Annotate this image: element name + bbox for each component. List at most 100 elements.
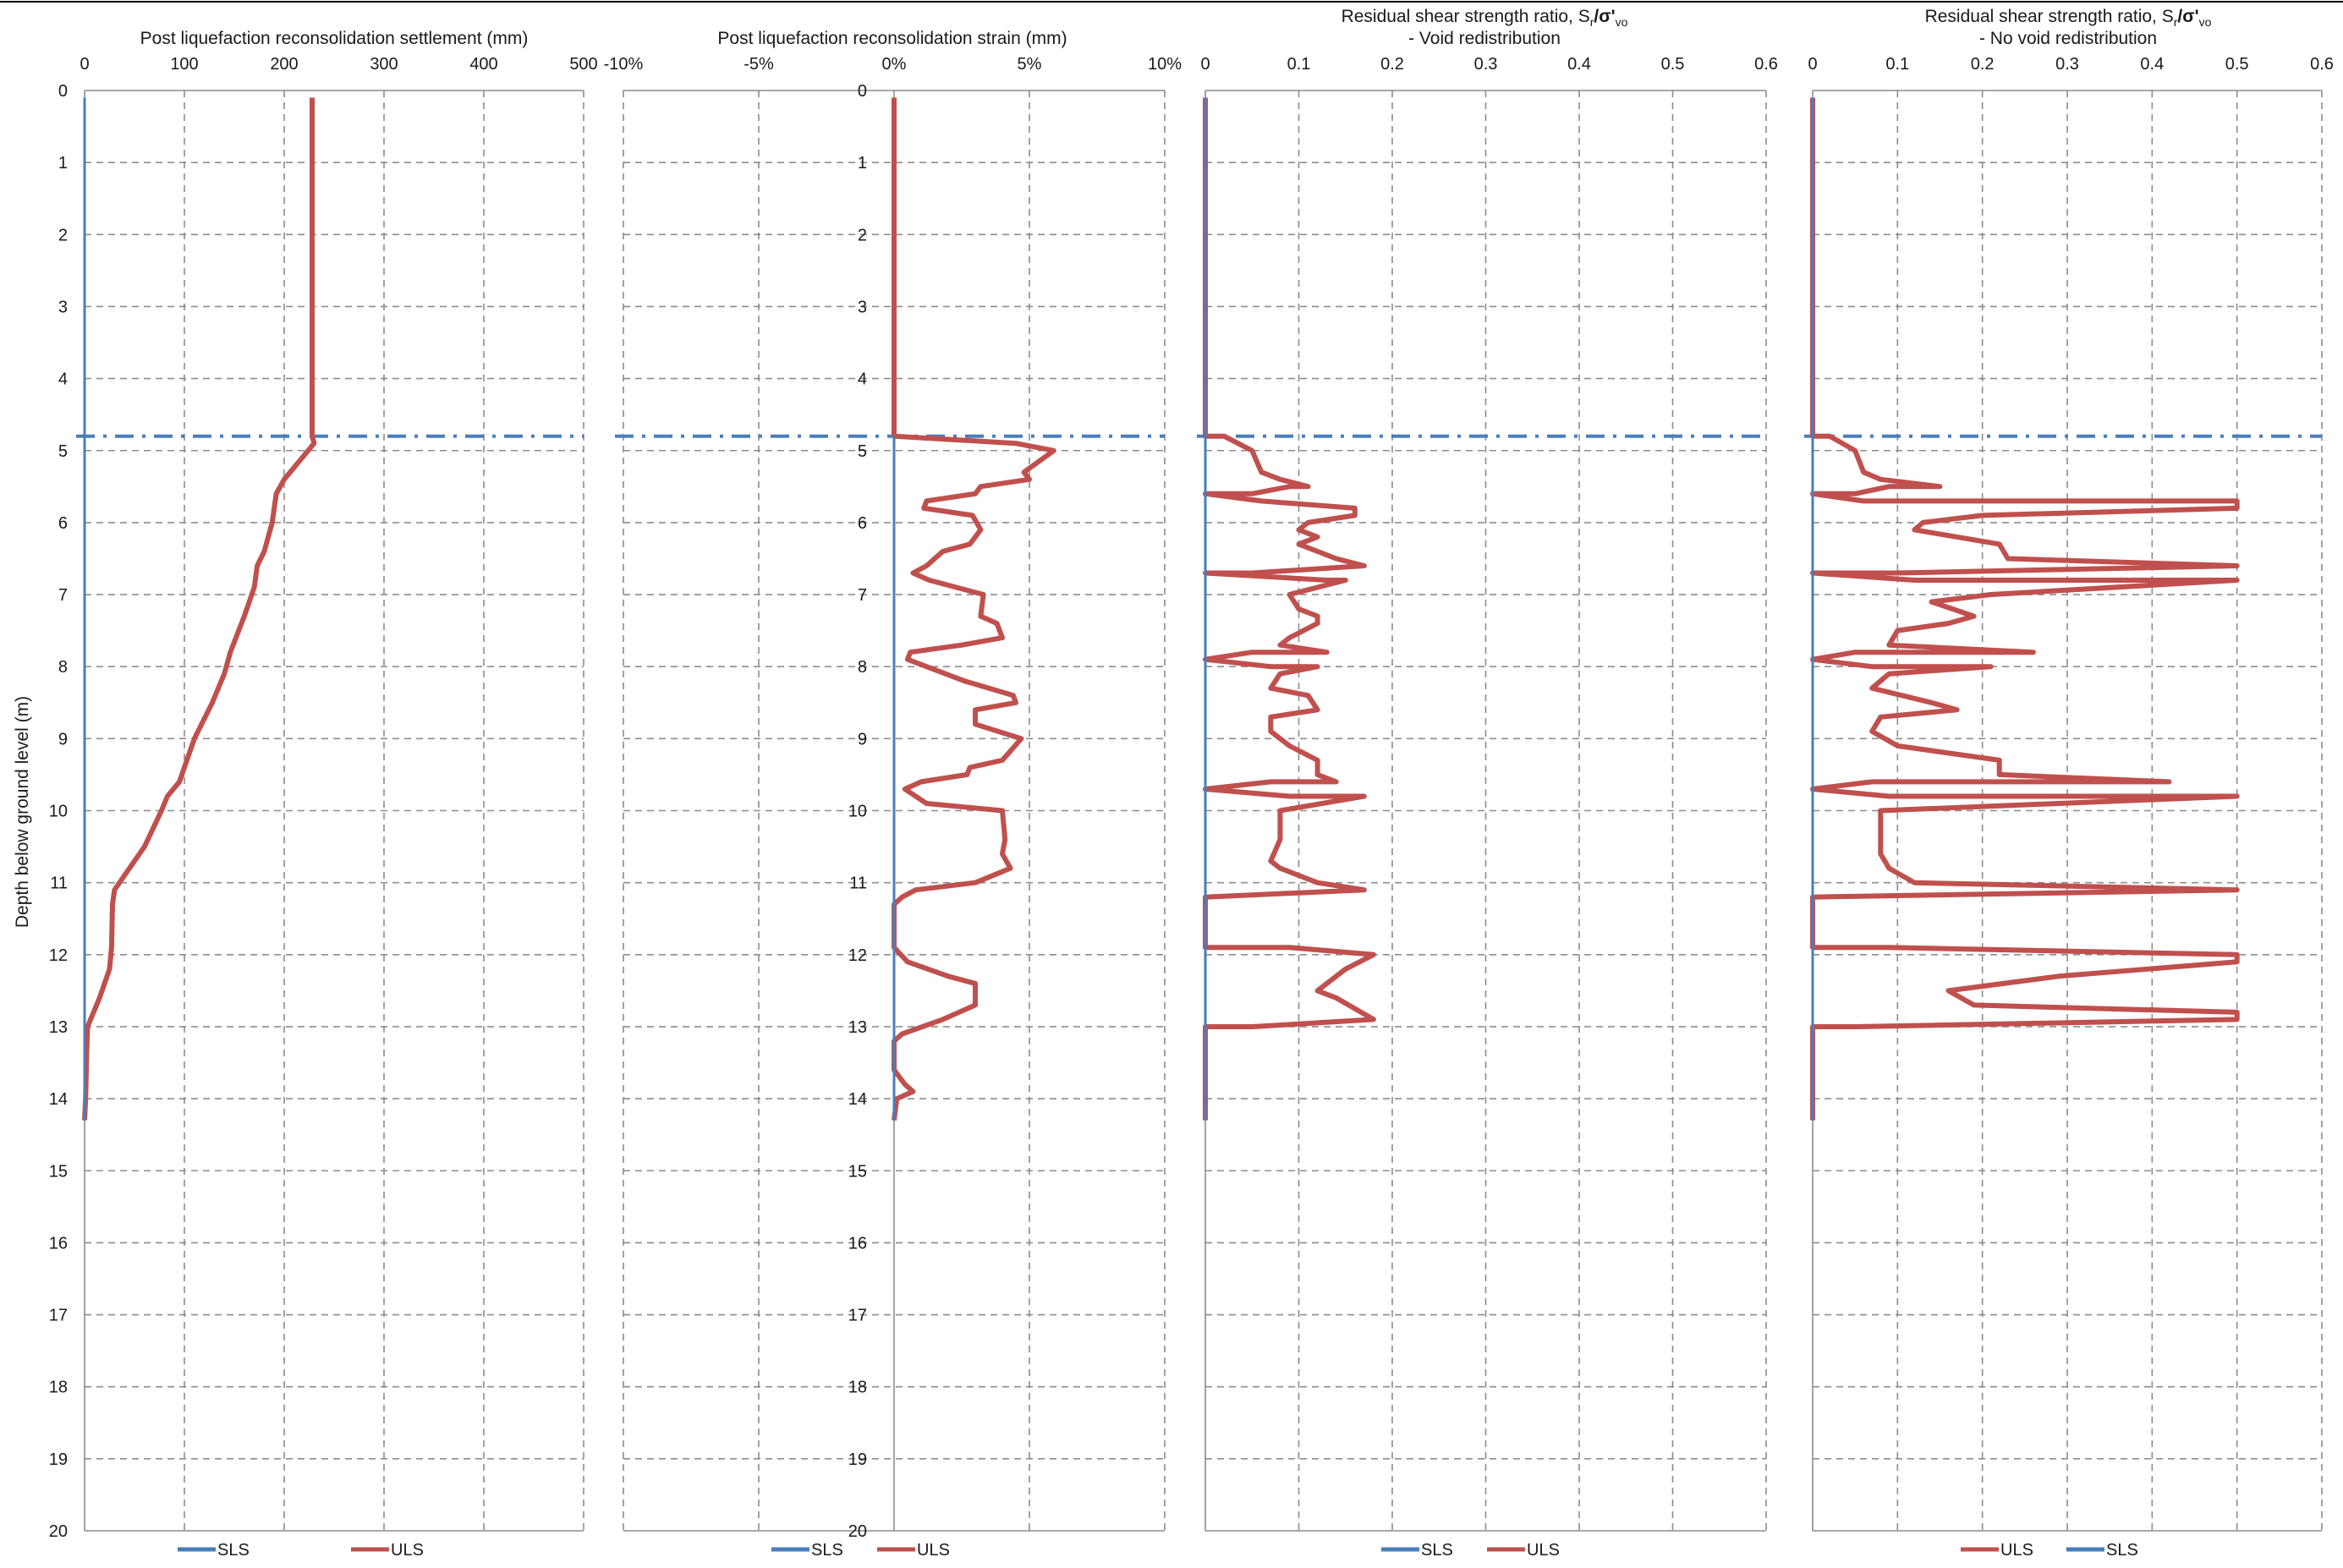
x-tick-label: 10% <box>1148 55 1182 74</box>
series-line-uls <box>892 97 1056 1121</box>
y-tick-label: 10 <box>848 803 867 821</box>
x-tick-label: 0.5 <box>1661 55 1685 74</box>
y-tick-label: 13 <box>49 1018 68 1037</box>
chart-panel-1: 0 100 200 300 400 500012345678910111213141516… <box>49 55 598 1560</box>
y-tick-label: 2 <box>58 226 68 244</box>
y-tick-label: 14 <box>848 1090 867 1109</box>
y-tick-label: 10 <box>49 803 68 821</box>
y-tick-label: 6 <box>858 514 867 533</box>
y-tick-label: 13 <box>848 1018 867 1037</box>
panel-4-title-sigma: /σ' <box>2177 7 2198 26</box>
chart-panel-2: -10% -5% 0% 5% 10%01234567891011121314151617… <box>604 55 1182 1560</box>
x-tick-label: 0 <box>1200 55 1210 74</box>
x-tick-label: 400 <box>469 55 497 74</box>
legend-label-uls: ULS <box>391 1541 424 1560</box>
y-tick-label: 12 <box>848 946 867 965</box>
x-tick-label: 100 <box>170 55 198 74</box>
y-tick-label: 2 <box>858 226 867 244</box>
y-tick-label: 15 <box>49 1162 68 1181</box>
y-tick-label: 3 <box>58 298 68 316</box>
y-tick-label: 4 <box>58 370 68 389</box>
x-tick-label: -5% <box>744 55 774 74</box>
y-tick-label: 20 <box>848 1522 867 1541</box>
panel-4-title-sub-vo: vo <box>2199 15 2212 29</box>
x-tick-label: 0.5 <box>2225 55 2249 74</box>
legend-label-sls: SLS <box>1421 1541 1453 1560</box>
y-tick-label: 15 <box>848 1162 867 1181</box>
series-line-uls <box>1203 97 1376 1121</box>
chart-panel-3: 0 0.1 0.2 0.3 0.4 0.5 0.6 SLS ULS <box>1197 55 1778 1560</box>
panel-1-title: Post liquefaction reconsolidation settle… <box>140 29 529 48</box>
series-line-uls <box>82 97 317 1121</box>
panel-2-title: Post liquefaction reconsolidation strain… <box>717 29 1067 48</box>
panel-3-title-sub-vo: vo <box>1616 15 1628 29</box>
y-tick-label: 5 <box>858 442 867 461</box>
panel-3-title-sub-r: r <box>1590 15 1594 29</box>
panel-4-title: Residual shear strength ratio, Sr/σ'vo <box>1925 7 2212 29</box>
y-tick-label: 1 <box>58 154 68 173</box>
y-tick-label: 20 <box>49 1522 68 1541</box>
panel-4-title-sub-r: r <box>2174 15 2178 29</box>
x-tick-label: 0.1 <box>1287 55 1311 74</box>
y-tick-label: 4 <box>858 370 867 389</box>
panel-3-subtitle: - Void redistribution <box>1408 29 1561 48</box>
y-tick-label: 18 <box>848 1379 867 1397</box>
y-tick-label: 8 <box>58 658 68 677</box>
x-tick-label: 0.3 <box>1474 55 1498 74</box>
y-tick-label: 14 <box>49 1090 68 1109</box>
y-tick-label: 17 <box>848 1307 867 1325</box>
y-axis-label: Depth below ground level (m) <box>13 696 32 928</box>
x-tick-label: 5% <box>1018 55 1042 74</box>
panel-4-subtitle: - No void redistribution <box>1979 29 2157 48</box>
y-tick-label: 19 <box>848 1450 867 1469</box>
panel-3-title-sigma: /σ' <box>1594 7 1615 26</box>
x-tick-label: 0% <box>882 55 907 74</box>
y-tick-label: 6 <box>58 514 68 533</box>
legend-label-sls: SLS <box>811 1541 843 1560</box>
x-tick-label: 0.4 <box>1567 55 1591 74</box>
x-tick-label: 0.2 <box>1971 55 1995 74</box>
legend-label-uls: ULS <box>2000 1541 2033 1560</box>
y-tick-label: 18 <box>49 1379 68 1397</box>
x-tick-label: 0.1 <box>1885 55 1909 74</box>
chart-panels: 0 100 200 300 400 500012345678910111213141516… <box>49 55 2334 1560</box>
x-tick-label: 300 <box>370 55 398 74</box>
y-tick-label: 16 <box>848 1234 867 1253</box>
y-tick-label: 0 <box>58 82 68 101</box>
y-tick-label: 7 <box>58 586 68 605</box>
x-tick-label: 0 <box>80 55 89 74</box>
y-tick-label: 7 <box>858 586 867 605</box>
x-tick-label: 0.6 <box>2310 55 2334 74</box>
legend-label-sls: SLS <box>217 1541 250 1560</box>
x-tick-label: 500 <box>569 55 597 74</box>
chart-panel-4: 0 0.1 0.2 0.3 0.4 0.5 0.6 ULS SLS <box>1804 55 2334 1560</box>
legend-label-uls: ULS <box>917 1541 950 1560</box>
y-tick-label: 12 <box>49 946 68 965</box>
x-tick-label: 0.2 <box>1380 55 1404 74</box>
y-tick-label: 3 <box>858 298 867 316</box>
legend-label-sls: SLS <box>2106 1541 2138 1560</box>
y-tick-label: 1 <box>858 154 867 173</box>
series-line-uls <box>1810 97 2240 1121</box>
x-tick-label: 0.6 <box>1754 55 1778 74</box>
y-tick-label: 9 <box>858 730 867 748</box>
y-tick-label: 5 <box>58 442 68 461</box>
y-tick-label: 8 <box>858 658 867 677</box>
x-tick-label: 0.3 <box>2055 55 2079 74</box>
y-tick-label: 11 <box>849 874 867 893</box>
panel-3-title: Residual shear strength ratio, Sr/σ'vo <box>1342 7 1628 29</box>
y-tick-label: 16 <box>49 1234 68 1253</box>
legend-label-uls: ULS <box>1527 1541 1560 1560</box>
x-tick-label: 0.4 <box>2140 55 2164 74</box>
x-tick-label: 200 <box>270 55 298 74</box>
x-tick-label: 0 <box>1808 55 1817 74</box>
y-tick-label: 19 <box>49 1450 68 1469</box>
panel-3-title-main: Residual shear strength ratio, S <box>1342 7 1590 26</box>
y-tick-label: 11 <box>50 874 68 893</box>
y-tick-label: 9 <box>58 730 68 748</box>
y-tick-label: 17 <box>49 1307 68 1325</box>
y-tick-label: 0 <box>858 82 867 101</box>
x-tick-label: -10% <box>604 55 644 74</box>
panel-4-title-main: Residual shear strength ratio, S <box>1925 7 2174 26</box>
